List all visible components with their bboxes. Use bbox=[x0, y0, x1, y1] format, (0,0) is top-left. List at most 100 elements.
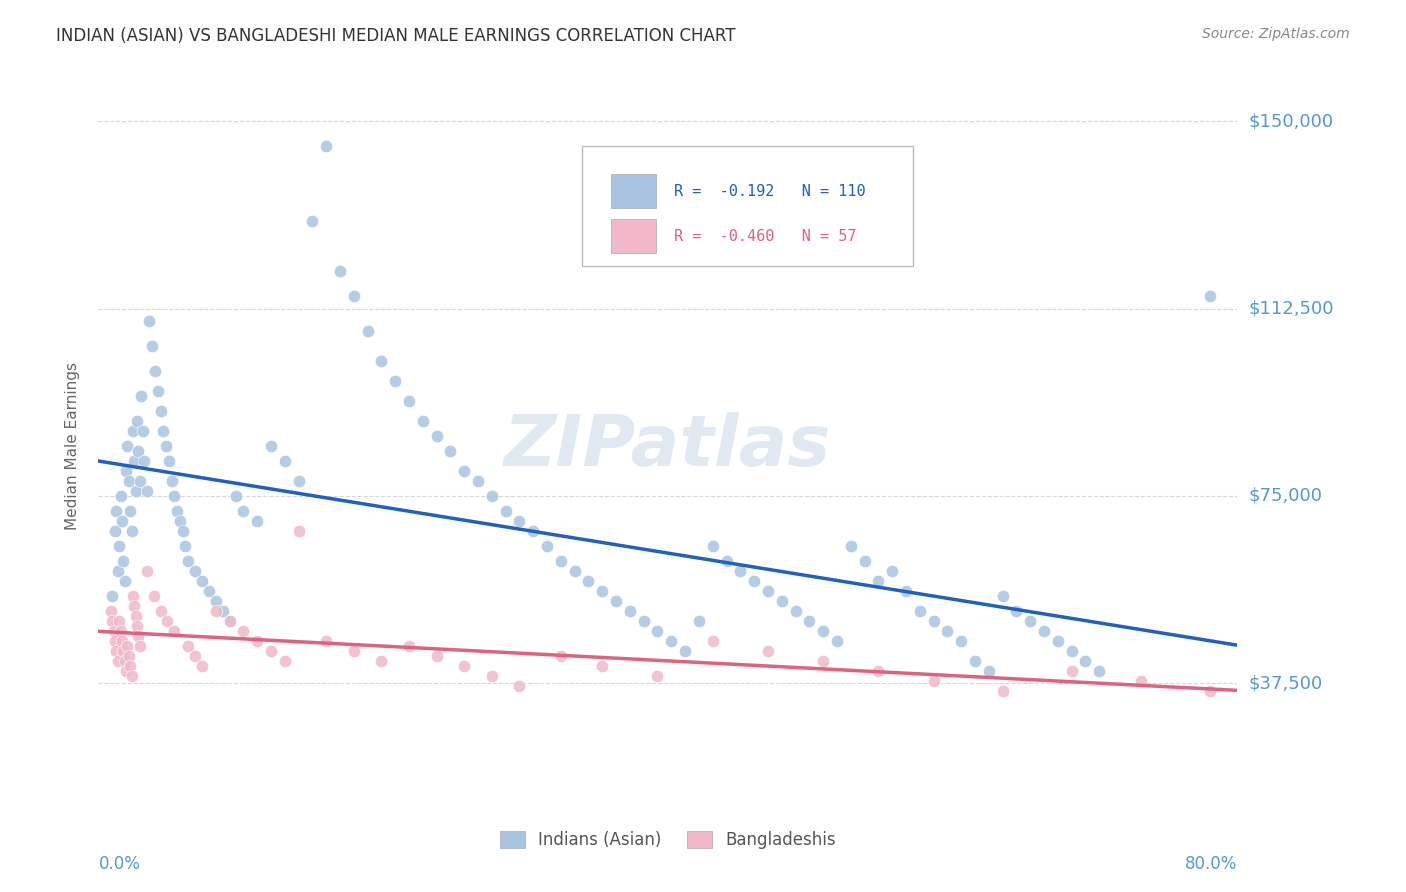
Point bbox=[117, 639, 139, 653]
Point bbox=[287, 474, 309, 488]
Point bbox=[246, 514, 269, 528]
Point bbox=[121, 669, 143, 683]
Point bbox=[135, 564, 157, 578]
Point bbox=[1046, 633, 1069, 648]
Legend: Indians (Asian), Bangladeshis: Indians (Asian), Bangladeshis bbox=[492, 822, 844, 857]
Point bbox=[1198, 289, 1220, 303]
Point bbox=[882, 564, 904, 578]
Point bbox=[398, 639, 420, 653]
Point bbox=[370, 654, 392, 668]
Point bbox=[839, 539, 862, 553]
Point bbox=[799, 614, 821, 628]
Point bbox=[125, 619, 148, 633]
Point bbox=[647, 624, 669, 638]
Text: $150,000: $150,000 bbox=[1249, 112, 1333, 130]
Point bbox=[716, 554, 738, 568]
Text: $112,500: $112,500 bbox=[1249, 300, 1334, 318]
Point bbox=[122, 424, 145, 438]
Point bbox=[146, 384, 169, 398]
Point bbox=[770, 594, 793, 608]
Point bbox=[785, 604, 807, 618]
Text: ZIPatlas: ZIPatlas bbox=[505, 411, 831, 481]
Point bbox=[343, 644, 366, 658]
Point bbox=[107, 564, 129, 578]
Point bbox=[742, 574, 765, 588]
Point bbox=[301, 214, 323, 228]
Point bbox=[1060, 664, 1083, 678]
Point bbox=[908, 604, 931, 618]
Point bbox=[184, 564, 207, 578]
Point bbox=[467, 474, 489, 488]
Point bbox=[1033, 624, 1056, 638]
Point bbox=[508, 514, 530, 528]
Text: INDIAN (ASIAN) VS BANGLADESHI MEDIAN MALE EARNINGS CORRELATION CHART: INDIAN (ASIAN) VS BANGLADESHI MEDIAN MAL… bbox=[56, 27, 735, 45]
Text: R =  -0.460   N = 57: R = -0.460 N = 57 bbox=[673, 228, 856, 244]
Point bbox=[110, 489, 132, 503]
Point bbox=[142, 589, 165, 603]
Point bbox=[922, 614, 945, 628]
Point bbox=[550, 648, 572, 663]
Point bbox=[163, 624, 186, 638]
Point bbox=[453, 464, 475, 478]
Point bbox=[564, 564, 586, 578]
Point bbox=[1019, 614, 1042, 628]
Point bbox=[1129, 673, 1152, 688]
Point bbox=[120, 658, 142, 673]
FancyBboxPatch shape bbox=[612, 219, 657, 253]
Point bbox=[157, 454, 180, 468]
Point bbox=[184, 648, 207, 663]
Point bbox=[633, 614, 655, 628]
Point bbox=[522, 524, 544, 538]
Point bbox=[108, 539, 131, 553]
Point bbox=[225, 489, 247, 503]
Point bbox=[131, 424, 153, 438]
Point bbox=[101, 589, 124, 603]
Point bbox=[343, 289, 366, 303]
Point bbox=[963, 654, 986, 668]
Point bbox=[124, 599, 146, 613]
Point bbox=[811, 654, 834, 668]
Point bbox=[605, 594, 627, 608]
Point bbox=[174, 539, 197, 553]
Point bbox=[111, 514, 134, 528]
Point bbox=[398, 394, 420, 409]
Point bbox=[591, 583, 613, 598]
Point bbox=[536, 539, 558, 553]
Point bbox=[508, 679, 530, 693]
FancyBboxPatch shape bbox=[612, 175, 657, 208]
Y-axis label: Median Male Earnings: Median Male Earnings bbox=[65, 362, 80, 530]
Point bbox=[120, 504, 142, 518]
Point bbox=[315, 139, 337, 153]
Point bbox=[688, 614, 710, 628]
Point bbox=[112, 644, 135, 658]
Text: Source: ZipAtlas.com: Source: ZipAtlas.com bbox=[1202, 27, 1350, 41]
Point bbox=[122, 589, 145, 603]
Point bbox=[125, 414, 148, 428]
Point bbox=[356, 324, 378, 338]
Point bbox=[1074, 654, 1097, 668]
Point bbox=[114, 654, 136, 668]
Point bbox=[232, 624, 254, 638]
Point bbox=[117, 439, 139, 453]
Point bbox=[453, 658, 475, 673]
Point bbox=[107, 654, 129, 668]
Point bbox=[218, 614, 240, 628]
Point bbox=[166, 504, 188, 518]
Point bbox=[218, 614, 240, 628]
Point bbox=[673, 644, 696, 658]
Point bbox=[232, 504, 254, 518]
Point bbox=[647, 669, 669, 683]
Point bbox=[619, 604, 641, 618]
Point bbox=[894, 583, 917, 598]
Point bbox=[991, 589, 1014, 603]
Point bbox=[118, 474, 141, 488]
Point bbox=[370, 354, 392, 368]
Text: R =  -0.192   N = 110: R = -0.192 N = 110 bbox=[673, 184, 865, 199]
Point bbox=[426, 429, 449, 443]
Point bbox=[124, 454, 146, 468]
Point bbox=[274, 654, 297, 668]
Point bbox=[169, 514, 191, 528]
Point bbox=[481, 489, 503, 503]
Point bbox=[135, 483, 157, 498]
Point bbox=[578, 574, 600, 588]
